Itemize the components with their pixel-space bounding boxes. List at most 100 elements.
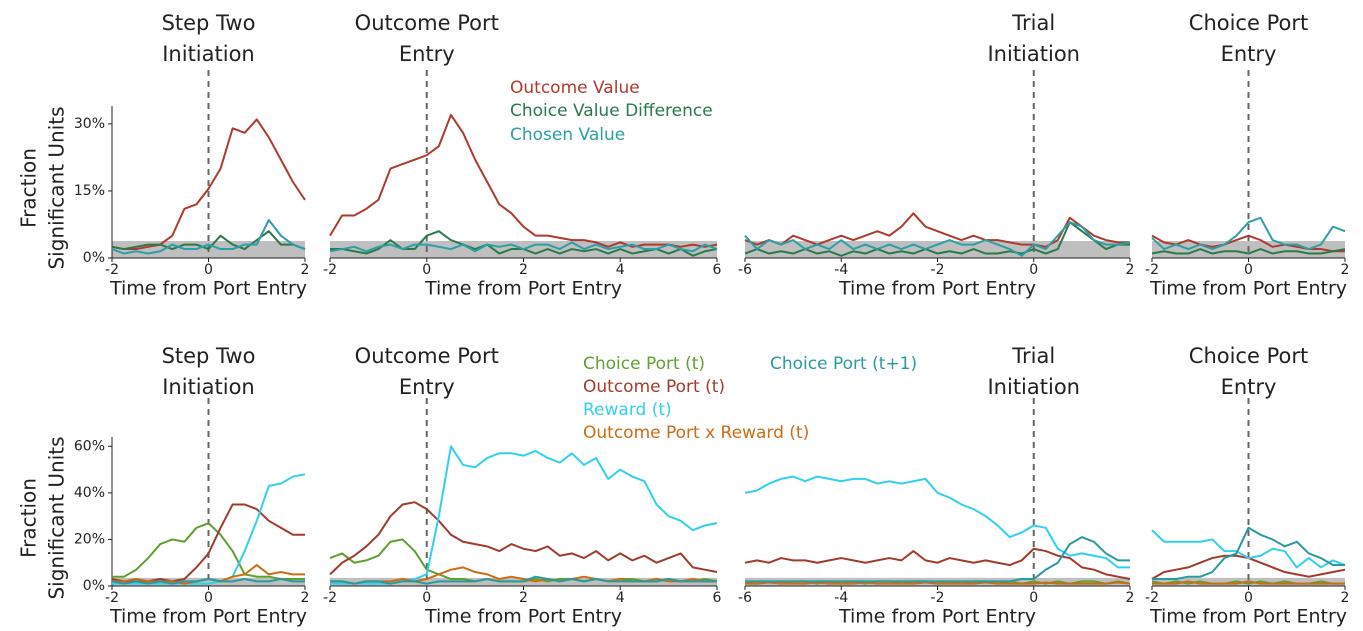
- legend-entry: Choice Value Difference: [510, 101, 713, 121]
- chance-band: [112, 577, 305, 586]
- panel-title: Entry: [399, 375, 455, 399]
- x-tick-label: 4: [616, 262, 625, 278]
- x-tick-label: -2: [931, 262, 945, 278]
- legend-entry: Outcome Value: [510, 78, 640, 98]
- series-line: [1151, 216, 1346, 251]
- x-tick-label: 0: [422, 262, 431, 278]
- panel-title: Initiation: [162, 375, 255, 399]
- series-line: [1151, 234, 1345, 253]
- y-axis-label: Fraction: [17, 478, 41, 558]
- x-tick-label: -6: [738, 590, 752, 606]
- legend-entry: Chosen Value: [510, 125, 625, 145]
- panel-title: Initiation: [987, 42, 1080, 66]
- x-tick-label: 2: [1126, 262, 1135, 278]
- y-tick-label: 40%: [74, 485, 105, 501]
- panel-title: Step Two: [162, 11, 256, 35]
- panel-title: Entry: [1221, 375, 1277, 399]
- panel-title: Outcome Port: [355, 344, 499, 368]
- x-tick-label: -2: [1145, 262, 1159, 278]
- x-tick-label: -2: [1145, 590, 1159, 606]
- series-line: [744, 221, 1131, 257]
- series-line: [1151, 529, 1346, 569]
- y-tick-label: 0%: [83, 250, 105, 266]
- panel-title: Choice Port: [1189, 344, 1308, 368]
- series-line: [111, 219, 306, 255]
- series-line: [330, 575, 717, 585]
- legend-entry: Outcome Port (t): [583, 377, 725, 397]
- x-tick-label: -6: [738, 262, 752, 278]
- x-tick-label: -4: [834, 590, 848, 606]
- series-line: [330, 566, 717, 585]
- x-axis-label: Time from Port Entry: [1149, 606, 1347, 628]
- series-line: [1151, 248, 1346, 255]
- series-line: [329, 241, 718, 253]
- legend-entry: Choice Port (t): [583, 354, 705, 374]
- panel-title: Initiation: [162, 42, 255, 66]
- x-tick-label: 0: [1029, 262, 1038, 278]
- x-tick-label: 2: [301, 262, 310, 278]
- x-tick-label: -2: [323, 590, 337, 606]
- x-tick-label: 2: [1126, 590, 1135, 606]
- x-axis-label: Time from Port Entry: [838, 606, 1036, 628]
- x-tick-label: 0: [204, 590, 213, 606]
- x-tick-label: -4: [834, 262, 848, 278]
- x-tick-label: 2: [301, 590, 310, 606]
- x-tick-label: 2: [519, 590, 528, 606]
- x-axis-label: Time from Port Entry: [424, 606, 622, 628]
- y-tick-label: 15%: [74, 183, 105, 199]
- y-tick-label: 60%: [74, 438, 105, 454]
- panel-title: Trial: [1011, 344, 1055, 368]
- series-line: [111, 230, 306, 251]
- x-tick-label: -2: [105, 262, 119, 278]
- series-line: [112, 522, 305, 581]
- series-line: [745, 536, 1130, 583]
- x-tick-label: 0: [1244, 262, 1253, 278]
- x-tick-label: 6: [713, 590, 722, 606]
- x-tick-label: -2: [323, 262, 337, 278]
- panel-title: Initiation: [987, 375, 1080, 399]
- x-tick-label: 2: [1341, 262, 1350, 278]
- y-axis-label: Fraction: [17, 148, 41, 228]
- legend-entry: Choice Port (t+1): [770, 354, 917, 374]
- panel-title: Step Two: [162, 344, 256, 368]
- panel-title: Entry: [399, 42, 455, 66]
- panel-title: Trial: [1011, 11, 1055, 35]
- series-line: [329, 538, 718, 583]
- series-line: [1152, 526, 1345, 581]
- legend-entry: Reward (t): [583, 400, 672, 420]
- series-line: [329, 501, 718, 576]
- y-tick-label: 0%: [83, 578, 105, 594]
- x-axis-label: Time from Port Entry: [424, 278, 622, 300]
- x-tick-label: 2: [519, 262, 528, 278]
- series-line: [111, 578, 305, 585]
- y-axis-label: Significant Units: [45, 106, 69, 269]
- x-tick-label: 6: [713, 262, 722, 278]
- legend-entry: Outcome Port x Reward (t): [583, 423, 809, 443]
- y-axis-label: Significant Units: [45, 436, 69, 599]
- x-axis-label: Time from Port Entry: [1149, 278, 1347, 300]
- x-axis-label: Time from Port Entry: [109, 606, 307, 628]
- x-tick-label: 0: [422, 590, 431, 606]
- series-line: [329, 113, 718, 248]
- series-line: [744, 221, 1130, 257]
- series-line: [1152, 580, 1345, 585]
- y-tick-label: 20%: [74, 531, 105, 547]
- series-line: [744, 475, 1130, 569]
- x-tick-label: 0: [1029, 590, 1038, 606]
- series-line: [745, 581, 1131, 585]
- x-tick-label: 4: [616, 590, 625, 606]
- x-tick-label: 0: [204, 262, 213, 278]
- x-tick-label: 2: [1341, 590, 1350, 606]
- panel-title: Choice Port: [1189, 11, 1308, 35]
- series-line: [330, 445, 718, 585]
- series-line: [744, 547, 1131, 581]
- panel-title: Outcome Port: [355, 11, 499, 35]
- x-tick-label: 0: [1244, 590, 1253, 606]
- x-tick-label: -2: [931, 590, 945, 606]
- x-axis-label: Time from Port Entry: [838, 278, 1036, 300]
- y-tick-label: 30%: [74, 116, 105, 132]
- x-axis-label: Time from Port Entry: [109, 278, 307, 300]
- x-tick-label: -2: [105, 590, 119, 606]
- series-line: [111, 118, 306, 251]
